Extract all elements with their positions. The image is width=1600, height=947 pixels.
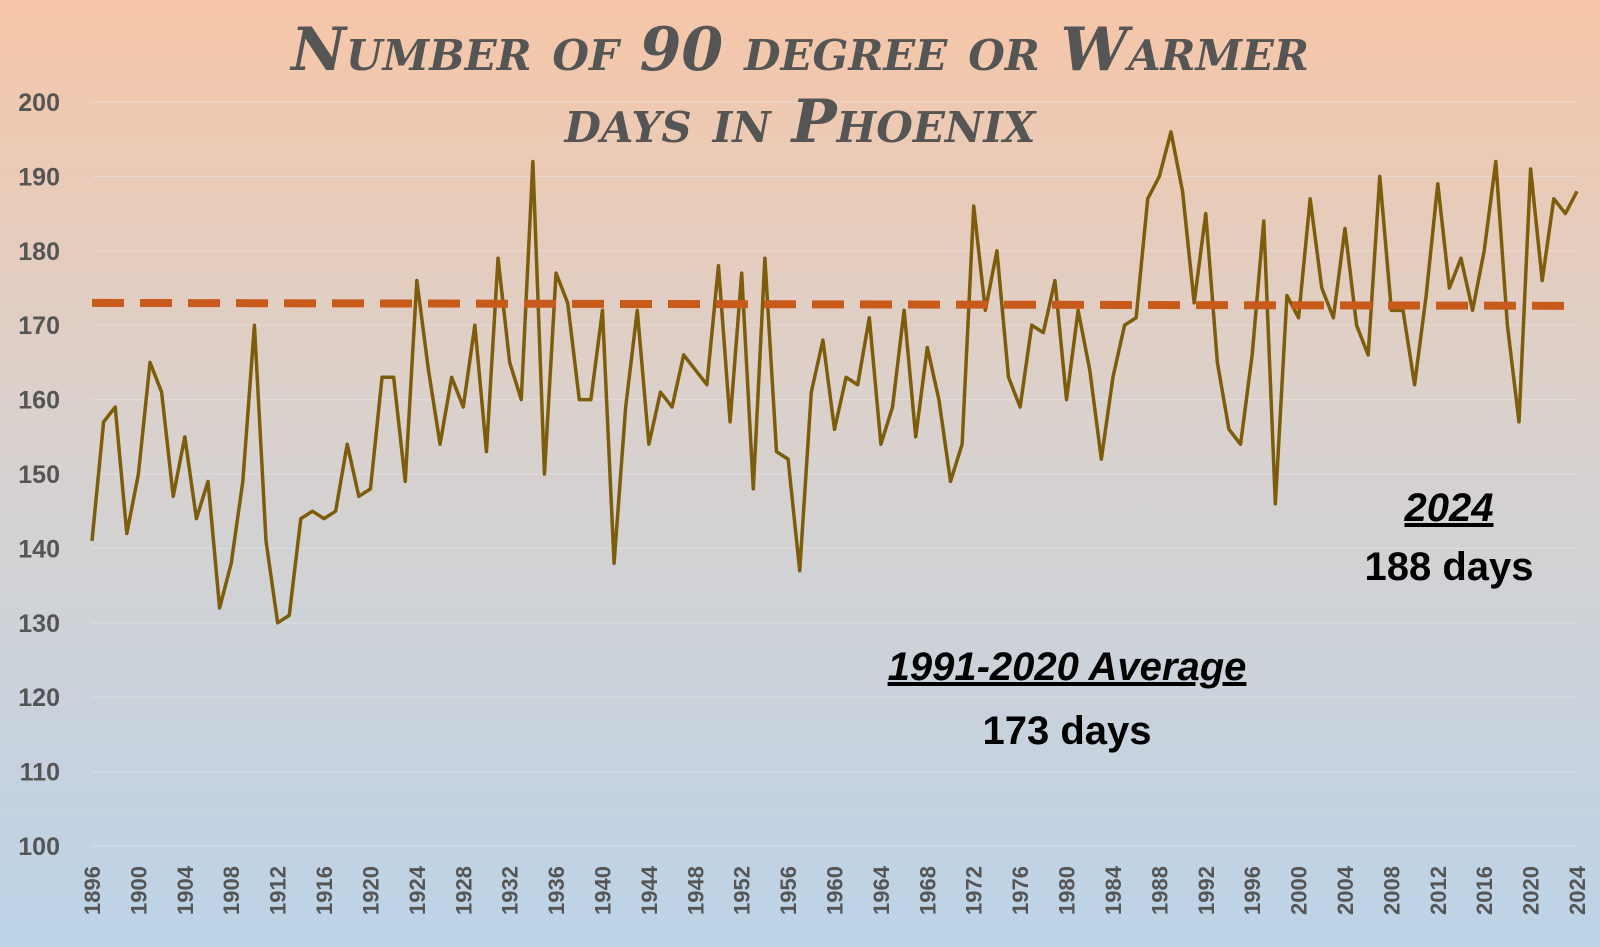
y-tick-label: 140	[18, 535, 60, 563]
y-tick-label: 180	[18, 238, 60, 266]
y-tick-label: 200	[18, 89, 60, 117]
annotation-2024-value: 188 days	[1364, 545, 1533, 589]
x-tick-label: 1972	[962, 866, 987, 915]
x-tick-label: 1916	[312, 866, 337, 915]
x-tick-label: 1940	[590, 866, 615, 915]
x-tick-label: 2020	[1519, 866, 1544, 915]
chart-title-line-2: days in Phoenix	[563, 87, 1036, 157]
x-tick-label: 1928	[451, 866, 476, 915]
x-tick-label: 1952	[730, 866, 755, 915]
y-axis-ticks: 100 110 120 130 140 150 160 170 180 190 200	[18, 89, 60, 861]
x-tick-label: 1904	[173, 865, 198, 915]
x-tick-label: 2008	[1379, 866, 1404, 915]
x-tick-label: 1896	[80, 866, 105, 915]
y-tick-label: 190	[18, 163, 60, 191]
x-tick-label: 1996	[1240, 866, 1265, 915]
x-tick-label: 1932	[498, 866, 523, 915]
series-layer	[90, 130, 1579, 625]
x-tick-label: 1964	[869, 865, 894, 915]
x-tick-label: 2016	[1472, 866, 1497, 915]
annotation-2024-heading: 2024	[1404, 486, 1494, 530]
x-tick-label: 1900	[126, 866, 151, 915]
annotation-average-heading: 1991-2020 Average	[888, 645, 1247, 689]
x-tick-label: 2004	[1333, 865, 1358, 915]
x-tick-label: 1920	[358, 866, 383, 915]
x-tick-label: 1944	[637, 865, 662, 915]
x-tick-label: 2012	[1426, 866, 1451, 915]
x-tick-label: 1956	[776, 866, 801, 915]
x-tick-label: 2000	[1287, 866, 1312, 915]
x-tick-label: 1912	[266, 866, 291, 915]
grid-lines	[92, 101, 1577, 847]
x-tick-label: 1960	[823, 866, 848, 915]
y-tick-label: 110	[20, 759, 60, 787]
x-tick-label: 1988	[1147, 866, 1172, 915]
y-tick-label: 160	[18, 387, 60, 415]
average-dashed-line	[91, 298, 1578, 310]
x-axis-ticks: 1896 1900 1904 1908 1912 1916 1920 1924 1928 1932…	[80, 865, 1590, 915]
x-tick-label: 1984	[1101, 865, 1126, 915]
x-tick-label: 2024	[1565, 865, 1590, 915]
y-tick-label: 120	[18, 684, 60, 712]
x-tick-label: 1908	[219, 866, 244, 915]
annotation-average-value: 173 days	[982, 709, 1151, 753]
series-line-days	[90, 130, 1579, 625]
x-tick-label: 1992	[1194, 866, 1219, 915]
y-tick-label: 100	[18, 833, 60, 861]
x-tick-label: 1948	[683, 866, 708, 915]
x-tick-label: 1924	[405, 865, 430, 915]
y-tick-label: 170	[18, 312, 60, 340]
x-tick-label: 1968	[915, 866, 940, 915]
y-tick-label: 150	[18, 461, 60, 489]
x-tick-label: 1976	[1008, 866, 1033, 915]
y-tick-label: 130	[18, 610, 60, 638]
chart-title-line-1: Number of 90 degree or Warmer	[289, 15, 1309, 85]
x-tick-label: 1936	[544, 866, 569, 915]
x-tick-label: 1980	[1055, 866, 1080, 915]
